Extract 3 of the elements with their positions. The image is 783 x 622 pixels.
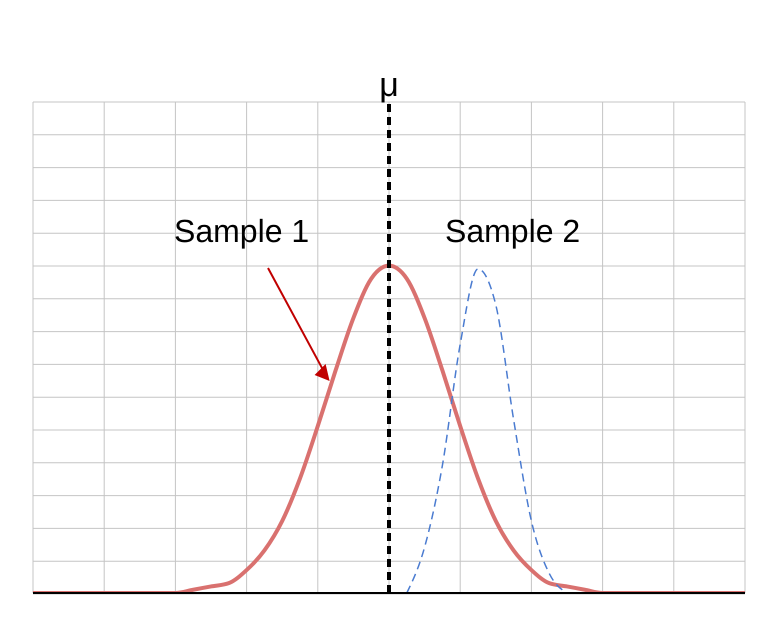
series-label: Sample 2 xyxy=(445,213,580,250)
text: μ xyxy=(379,66,399,104)
text: Sample 1 xyxy=(174,213,310,250)
